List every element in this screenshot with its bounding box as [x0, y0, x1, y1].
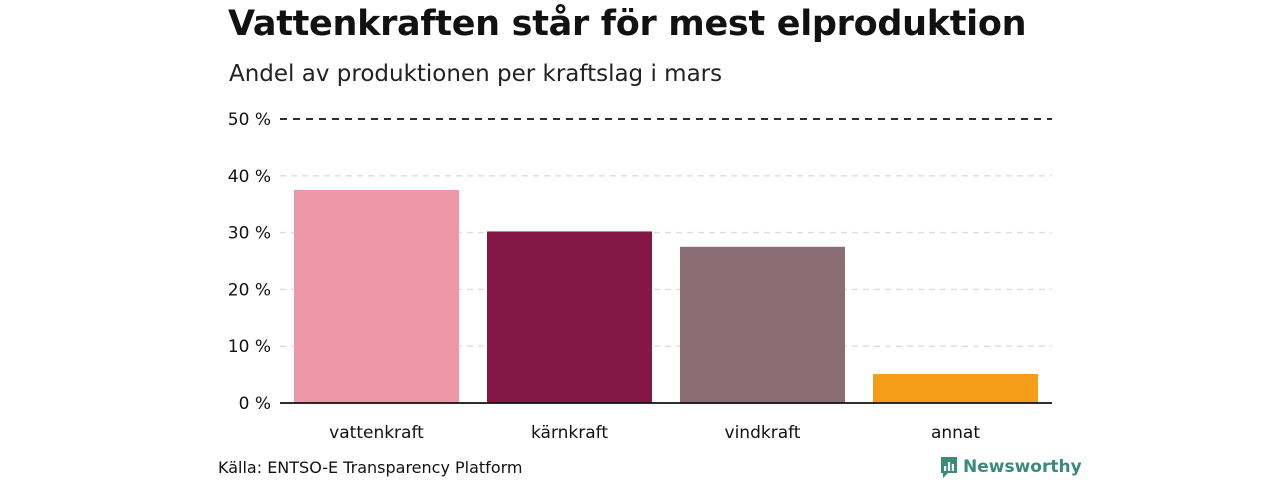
x-tick-label: vattenkraft	[329, 423, 424, 443]
newsworthy-logo-icon	[941, 457, 957, 478]
bar-vindkraft	[680, 246, 845, 403]
chart-title: Vattenkraften står för mest elproduktion	[228, 4, 1027, 44]
y-tick-label: 30 %	[228, 224, 271, 244]
y-tick-label: 10 %	[228, 337, 271, 357]
bar-annat	[873, 374, 1038, 403]
x-tick-label: annat	[931, 423, 980, 443]
source-note: Källa: ENTSO-E Transparency Platform	[218, 458, 523, 477]
y-tick-label: 40 %	[228, 167, 271, 187]
grid-lines	[280, 118, 1052, 347]
bar-vattenkraft	[294, 190, 459, 403]
x-tick-label: kärnkraft	[531, 423, 608, 443]
bars	[294, 190, 1038, 403]
x-tick-label: vindkraft	[725, 423, 801, 443]
y-tick-label: 0 %	[239, 394, 271, 414]
bar-kärnkraft	[487, 231, 652, 403]
y-axis-ticks: 0 % 10 % 20 % 30 % 40 % 50 %	[228, 110, 271, 414]
y-tick-label: 20 %	[228, 280, 271, 300]
y-tick-label: 50 %	[228, 110, 271, 130]
bar-chart: 0 % 10 % 20 % 30 % 40 % 50 % vattenkraft kärnk…	[228, 110, 1052, 443]
x-axis-labels: vattenkraft kärnkraft vindkraft annat	[329, 423, 980, 443]
brand-name: Newsworthy	[963, 457, 1082, 477]
chart-subtitle: Andel av produktionen per kraftslag i ma…	[229, 61, 723, 87]
brand-logo[interactable]: Newsworthy	[939, 455, 1082, 479]
